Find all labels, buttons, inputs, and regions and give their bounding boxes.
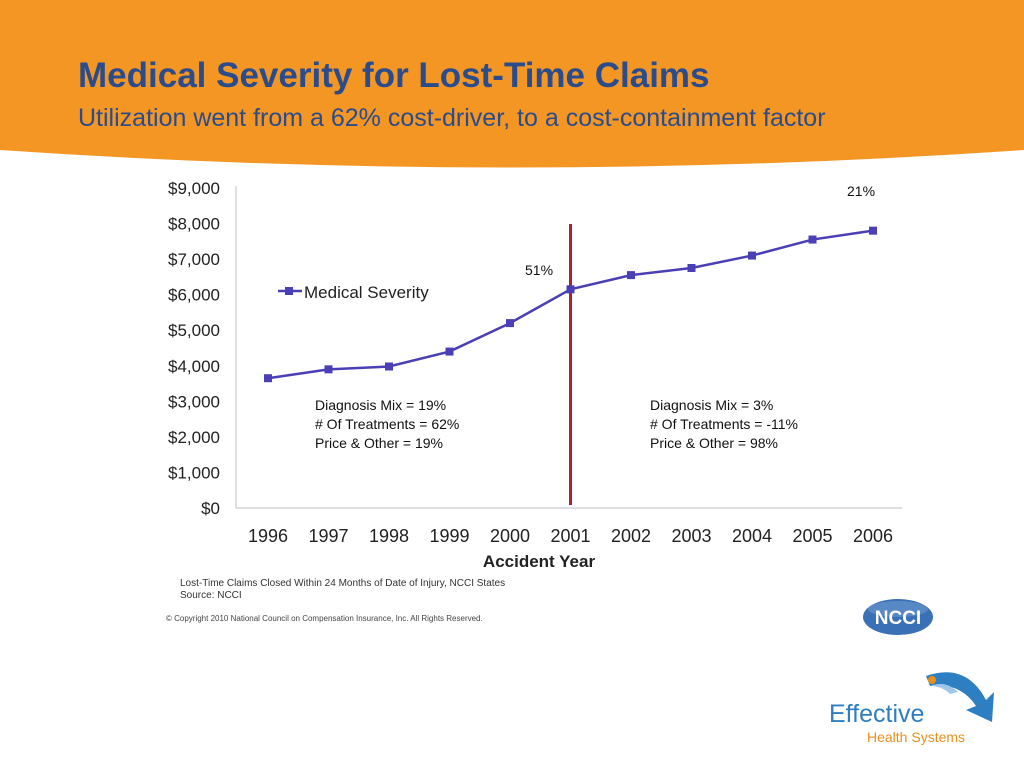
x-tick-label: 2006	[853, 526, 893, 546]
ehs-swoosh-accent	[930, 684, 958, 694]
data-point	[687, 264, 696, 272]
page-title: Medical Severity for Lost-Time Claims	[78, 56, 710, 95]
annotation-pct-2001: 51%	[525, 262, 554, 278]
medical-severity-chart: $0 $1,000 $2,000 $3,000 $4,000 $5,000 $6,000 $7…	[168, 179, 902, 571]
series-points	[264, 226, 877, 383]
ehs-dot-icon	[928, 676, 936, 684]
left-note-line: Diagnosis Mix = 19%	[315, 397, 447, 413]
data-point	[385, 362, 393, 371]
x-tick-label: 2003	[671, 526, 711, 546]
x-tick-label: 1999	[429, 526, 469, 546]
data-point	[869, 226, 877, 235]
y-tick-label: $6,000	[168, 286, 220, 305]
x-tick-label: 1997	[308, 526, 348, 546]
ehs-swoosh-icon	[926, 672, 994, 722]
source-note: Lost-Time Claims Closed Within 24 Months…	[180, 578, 505, 602]
source-line-1: Lost-Time Claims Closed Within 24 Months…	[180, 578, 506, 589]
y-tick-label: $1,000	[168, 463, 220, 482]
y-axis-ticks: $0 $1,000 $2,000 $3,000 $4,000 $5,000 $6,000 $7…	[168, 179, 220, 518]
data-point	[506, 319, 514, 328]
ehs-logo-word-effective: Effective	[829, 700, 925, 728]
y-tick-label: $7,000	[168, 250, 220, 269]
x-tick-label: 2002	[611, 526, 651, 546]
y-tick-label: $5,000	[168, 321, 220, 340]
data-point	[264, 374, 272, 383]
x-tick-label: 2000	[490, 526, 530, 546]
ehs-logo-word-health-systems: Health Systems	[867, 729, 966, 745]
legend: Medical Severity	[278, 283, 429, 302]
ncci-logo: NCCI	[863, 599, 933, 635]
y-tick-label: $3,000	[168, 392, 220, 411]
y-tick-label: $2,000	[168, 428, 220, 447]
copyright-text: © Copyright 2010 National Council on Com…	[166, 614, 483, 623]
annotation-left-note: Diagnosis Mix = 19% # Of Treatments = 62…	[315, 396, 459, 453]
legend-marker	[285, 287, 293, 295]
left-note-line: Price & Other = 19%	[315, 435, 444, 451]
data-point	[324, 365, 333, 374]
data-point	[748, 251, 756, 260]
page-subtitle: Utilization went from a 62% cost-driver,…	[78, 104, 826, 132]
right-note-line: Price & Other = 98%	[650, 435, 779, 451]
data-point	[627, 271, 635, 280]
y-tick-label: $4,000	[168, 357, 220, 376]
x-tick-label: 1998	[369, 526, 409, 546]
data-point	[445, 347, 454, 356]
source-line-2: Source: NCCI	[180, 590, 242, 601]
y-tick-label: $0	[201, 499, 220, 518]
x-tick-label: 2001	[550, 526, 590, 546]
y-tick-label: $9,000	[168, 179, 220, 198]
data-point	[566, 285, 575, 294]
ncci-logo-text: NCCI	[875, 608, 921, 629]
annotation-pct-2006: 21%	[847, 183, 876, 199]
header-banner	[0, 0, 1024, 168]
right-note-line: Diagnosis Mix = 3%	[650, 397, 774, 413]
banner-shape	[0, 0, 1024, 168]
x-tick-label: 1996	[248, 526, 288, 546]
effective-health-systems-logo	[926, 672, 994, 722]
legend-label: Medical Severity	[304, 283, 429, 302]
x-tick-label: 2004	[732, 526, 772, 546]
data-point	[808, 235, 817, 244]
left-note-line: # Of Treatments = 62%	[315, 416, 460, 432]
x-axis-title: Accident Year	[483, 552, 596, 571]
ncci-logo-shine	[868, 601, 928, 617]
x-axis-ticks: 1996 1997 1998 1999 2000 2001 2002 2003 2004 2005…	[248, 526, 893, 546]
y-tick-label: $8,000	[168, 215, 220, 234]
x-tick-label: 2005	[792, 526, 832, 546]
right-note-line: # Of Treatments = -11%	[650, 416, 798, 432]
annotation-right-note: Diagnosis Mix = 3% # Of Treatments = -11…	[650, 396, 798, 453]
